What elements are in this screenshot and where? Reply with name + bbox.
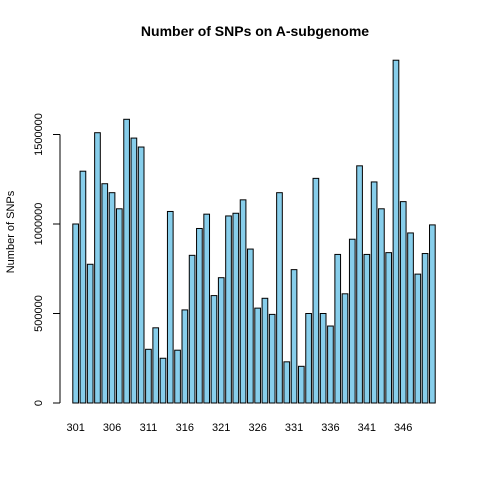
bar-319 bbox=[203, 213, 211, 404]
bar-307 bbox=[115, 208, 123, 404]
bar-338 bbox=[341, 293, 349, 404]
bar-330 bbox=[283, 361, 291, 404]
bar-323 bbox=[232, 212, 240, 404]
y-tick-label: 1000000 bbox=[33, 203, 45, 246]
bar-303 bbox=[86, 263, 94, 404]
bars-group bbox=[72, 59, 436, 404]
y-axis: 0 500000 1000000 1500000 bbox=[33, 113, 61, 406]
bar-314 bbox=[166, 210, 174, 404]
bar-329 bbox=[276, 192, 283, 404]
bar-342 bbox=[370, 181, 378, 404]
bar-333 bbox=[305, 313, 312, 404]
bar-345 bbox=[392, 59, 400, 404]
bar-344 bbox=[385, 252, 393, 404]
bar-317 bbox=[188, 254, 196, 404]
bar-324 bbox=[239, 199, 247, 404]
x-tick-label: 311 bbox=[140, 422, 158, 434]
bar-346 bbox=[399, 201, 407, 404]
bar-306 bbox=[108, 192, 116, 404]
y-tick-label: 1500000 bbox=[33, 113, 45, 156]
y-axis-label: Number of SNPs bbox=[5, 190, 17, 273]
x-tick-label: 321 bbox=[212, 422, 230, 434]
bar-301 bbox=[72, 223, 79, 404]
bar-302 bbox=[79, 170, 87, 404]
x-tick-label: 331 bbox=[285, 422, 303, 434]
bar-308 bbox=[123, 118, 130, 404]
bar-350 bbox=[429, 224, 436, 404]
bar-331 bbox=[290, 269, 298, 404]
chart-title: Number of SNPs on A-subgenome bbox=[141, 23, 369, 39]
bar-313 bbox=[159, 357, 167, 404]
bar-322 bbox=[225, 215, 232, 404]
bar-336 bbox=[327, 325, 334, 404]
bar-304 bbox=[94, 132, 101, 404]
x-tick-label: 306 bbox=[103, 422, 121, 434]
bar-321 bbox=[217, 277, 225, 404]
bar-332 bbox=[297, 365, 305, 404]
bar-315 bbox=[174, 349, 181, 404]
x-tick-label: 341 bbox=[358, 422, 376, 434]
bar-325 bbox=[247, 248, 254, 404]
bar-320 bbox=[210, 295, 218, 404]
bar-347 bbox=[407, 232, 414, 404]
bar-334 bbox=[312, 177, 320, 404]
bar-310 bbox=[137, 146, 145, 404]
x-tick-label: 336 bbox=[321, 422, 339, 434]
bar-349 bbox=[421, 253, 429, 404]
y-tick-label: 500000 bbox=[33, 295, 45, 332]
bar-326 bbox=[254, 307, 261, 404]
bar-316 bbox=[181, 309, 189, 404]
bar-348 bbox=[414, 273, 422, 404]
bar-341 bbox=[363, 253, 371, 404]
bar-340 bbox=[356, 165, 363, 404]
bar-327 bbox=[261, 297, 269, 404]
x-tick-label: 346 bbox=[394, 422, 412, 434]
bar-312 bbox=[152, 327, 160, 404]
x-tick-label: 326 bbox=[248, 422, 266, 434]
bar-305 bbox=[101, 183, 109, 404]
bar-311 bbox=[145, 348, 152, 404]
y-tick-label: 0 bbox=[33, 400, 45, 406]
bar-335 bbox=[319, 313, 327, 404]
bar-309 bbox=[130, 137, 138, 404]
bar-337 bbox=[334, 253, 342, 404]
bar-339 bbox=[348, 238, 356, 404]
bar-318 bbox=[196, 227, 203, 404]
x-tick-label: 316 bbox=[176, 422, 194, 434]
x-tick-label: 301 bbox=[66, 422, 84, 434]
x-axis: 301 306 311 316 321 326 331 336 341 346 bbox=[66, 422, 412, 434]
bar-328 bbox=[268, 313, 276, 404]
bar-343 bbox=[378, 208, 385, 404]
